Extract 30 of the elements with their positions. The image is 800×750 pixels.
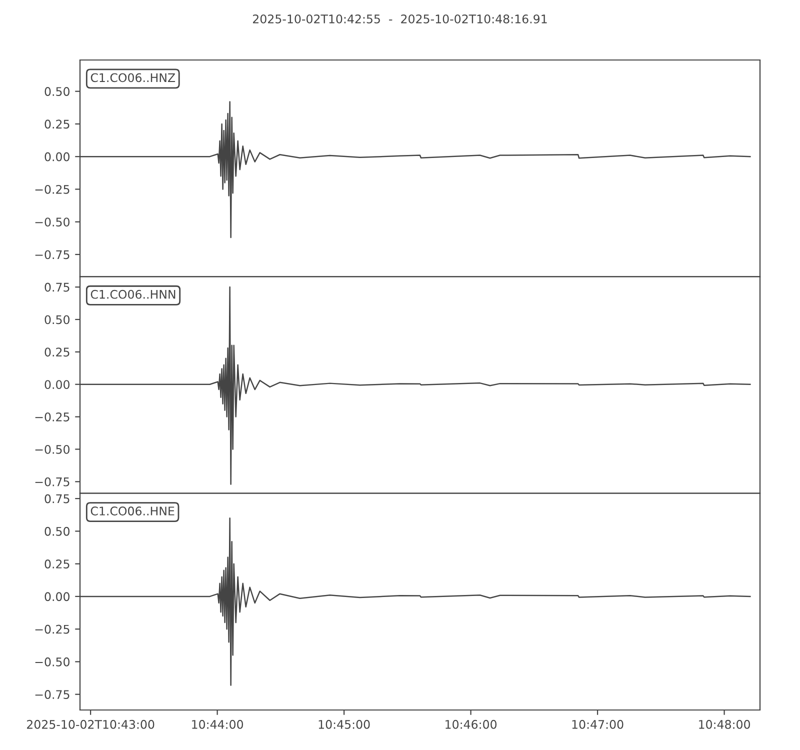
- y-tick-label: −0.25: [35, 184, 70, 194]
- y-tick-label: −0.75: [35, 690, 70, 699]
- y-tick-label: −0.50: [35, 444, 70, 454]
- y-tick-label: 0.00: [44, 380, 70, 390]
- y-tick-label: 0.00: [44, 152, 70, 162]
- y-tick-label: 0.50: [44, 526, 70, 536]
- y-tick-label: 0.50: [44, 315, 70, 324]
- chart-title: 2025-10-02T10:42:55 - 2025-10-02T10:48:16.91: [253, 14, 547, 24]
- x-tick-label: 10:45:00: [318, 720, 370, 729]
- y-tick-label: 0.50: [44, 87, 70, 96]
- y-tick-label: 0.75: [44, 282, 70, 292]
- x-tick-label: 10:44:00: [192, 720, 244, 729]
- y-tick-label: 0.00: [44, 592, 70, 602]
- y-tick-label: −0.25: [35, 624, 70, 634]
- y-tick-label: −0.50: [35, 218, 70, 226]
- annotation: C1.CO06..HNN: [90, 290, 176, 299]
- annotation: C1.CO06..HNE: [90, 506, 174, 516]
- y-tick-label: 0.75: [44, 494, 70, 504]
- y-tick-label: 0.25: [44, 560, 70, 568]
- y-tick-label: 0.25: [44, 120, 70, 129]
- y-tick-label: −0.50: [35, 657, 70, 666]
- y-tick-label: −0.75: [35, 250, 70, 260]
- x-tick-label: 10:48:00: [699, 720, 750, 729]
- y-tick-label: −0.75: [35, 477, 70, 486]
- y-tick-label: 0.25: [44, 348, 70, 357]
- annotation: C1.CO06..HNZ: [90, 73, 176, 82]
- y-tick-label: −0.25: [35, 412, 70, 422]
- x-tick-label: 10:46:00: [446, 720, 497, 729]
- x-tick-label: 2025-10-02T10:43:00: [27, 720, 154, 729]
- x-tick-label: 10:47:00: [572, 720, 624, 729]
